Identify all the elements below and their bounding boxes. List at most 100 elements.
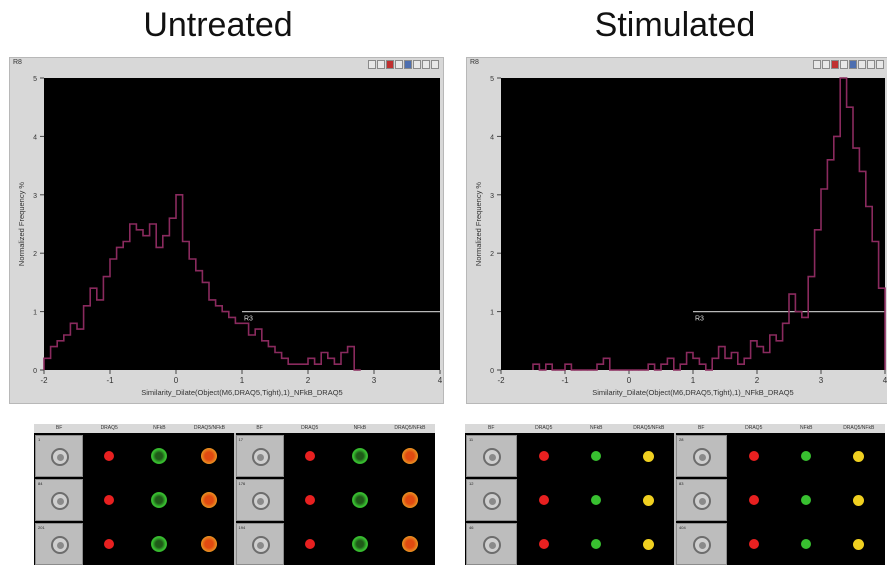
region-tool-icon[interactable]: [831, 60, 839, 69]
x-tick-label: 0: [627, 376, 632, 385]
data-point: [682, 363, 684, 365]
nfkb-stain: [351, 448, 368, 464]
histogram-window-untreated: R8 -2 -1 0 1 2 3 4 0 1 2 3 4 5 Similarity_Dilate(Obje…: [9, 57, 444, 404]
data-point: [211, 299, 213, 301]
data-point: [625, 369, 627, 371]
line-region-icon[interactable]: [840, 60, 848, 69]
x-tick-label: -2: [497, 376, 505, 385]
data-point: [586, 369, 588, 371]
merged-stain: [853, 450, 865, 462]
data-point: [785, 322, 787, 324]
data-point: [670, 357, 672, 359]
brightfield-cell: [251, 492, 270, 510]
draq5-nucleus: [748, 451, 759, 461]
gallery-column-label: BF: [256, 425, 263, 431]
gallery-column-label: DRAQ5: [535, 425, 553, 431]
brightfield-cell: [51, 536, 70, 554]
zoom-out-icon[interactable]: [822, 60, 830, 69]
brightfield-nucleus: [56, 453, 64, 461]
data-point: [599, 363, 601, 365]
data-point: [721, 346, 723, 348]
nfkb-stain: [591, 451, 602, 461]
object-id: 201: [38, 525, 45, 530]
gallery-column-label: DRAQ5/NFkB: [633, 425, 665, 431]
print-icon[interactable]: [867, 60, 875, 69]
copy-icon[interactable]: [858, 60, 866, 69]
close-icon[interactable]: [876, 60, 884, 69]
object-id: 176: [238, 481, 246, 486]
series-line: [532, 77, 886, 371]
draq5-nucleus: [304, 451, 315, 461]
data-point: [172, 217, 174, 219]
object-id: 194: [238, 525, 246, 530]
x-tick-label: 1: [691, 376, 696, 385]
data-point: [631, 369, 633, 371]
brightfield-cell: [51, 448, 70, 466]
brightfield-cell: [483, 492, 502, 510]
copy-icon[interactable]: [413, 60, 421, 69]
brightfield-image: 11: [466, 435, 517, 477]
nfkb-stain: [591, 495, 602, 505]
line-region-icon[interactable]: [395, 60, 403, 69]
merged-stain: [643, 538, 655, 550]
data-point: [580, 369, 582, 371]
cell-gallery-stimulated: BF DRAQ5 NFkB DRAQ5/NFkB BF DRAQ5 NFkB DRAQ5/NF…: [465, 424, 885, 565]
data-point: [734, 351, 736, 354]
data-point: [612, 369, 614, 371]
y-tick-label: 0: [33, 368, 37, 375]
gallery-column-label: NFkB: [153, 425, 166, 431]
data-point: [99, 299, 101, 301]
merged-stain: [853, 538, 865, 550]
data-point: [644, 369, 646, 371]
object-id: 84: [38, 481, 43, 486]
x-tick-label: 1: [240, 376, 245, 385]
data-point: [152, 223, 154, 225]
data-point: [810, 275, 812, 278]
data-point: [257, 328, 260, 330]
data-point: [337, 363, 339, 365]
brightfield-cell: [693, 448, 712, 466]
properties-icon[interactable]: [849, 60, 857, 69]
data-point: [702, 363, 704, 365]
data-point: [106, 275, 108, 278]
data-point: [791, 293, 793, 295]
data-point: [766, 351, 768, 354]
brightfield-image: 28: [676, 435, 727, 477]
properties-icon[interactable]: [404, 60, 412, 69]
gallery-column-label: DRAQ5/NFkB: [193, 425, 225, 431]
data-point: [205, 281, 207, 283]
brightfield-nucleus: [488, 453, 496, 461]
data-point: [714, 357, 716, 359]
y-tick-label: 3: [490, 193, 494, 200]
region-tool-icon[interactable]: [386, 60, 394, 69]
close-icon[interactable]: [431, 60, 439, 69]
data-point: [657, 369, 659, 371]
data-point: [251, 334, 253, 336]
brightfield-cell: [251, 536, 270, 554]
print-icon[interactable]: [422, 60, 430, 69]
data-point: [86, 305, 88, 307]
title-stimulated: Stimulated: [594, 6, 756, 44]
data-point: [79, 328, 81, 330]
zoom-in-icon[interactable]: [368, 60, 376, 69]
brightfield-image: 201: [35, 523, 84, 565]
zoom-out-icon[interactable]: [377, 60, 385, 69]
merged-stain: [201, 448, 218, 464]
data-point: [244, 322, 246, 324]
brightfield-nucleus: [488, 497, 496, 505]
merged-stain: [643, 494, 655, 506]
data-point: [231, 316, 233, 319]
gallery-column-label: BF: [55, 425, 63, 431]
cell-gallery-untreated: BF DRAQ5 NFkB DRAQ5/NFkB BF DRAQ5 NFkB DRAQ5/NF…: [34, 424, 435, 565]
brightfield-nucleus: [698, 541, 706, 549]
zoom-in-icon[interactable]: [813, 60, 821, 69]
x-tick-label: 3: [819, 376, 824, 385]
merged-stain: [201, 536, 218, 552]
y-tick-label: 4: [33, 134, 37, 141]
gallery-divider: [674, 433, 676, 565]
data-point: [548, 363, 550, 365]
y-axis-label: Normalized Frequency %: [474, 182, 483, 267]
draq5-nucleus: [748, 539, 759, 549]
data-point: [46, 357, 48, 359]
histogram-untreated: -2 -1 0 1 2 3 4 0 1 2 3 4 5 Similarity_Dilate(Object(…: [17, 76, 443, 397]
